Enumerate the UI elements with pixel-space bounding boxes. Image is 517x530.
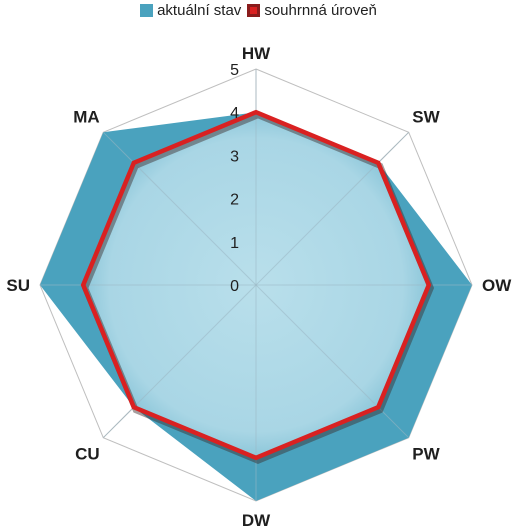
category-label: PW [412, 444, 440, 463]
category-labels: HW SW OW PW DW CU SU MA [6, 44, 512, 530]
category-label: HW [242, 44, 271, 63]
category-label: CU [75, 444, 100, 463]
series-line-souhrnna-uroven [80, 109, 432, 461]
legend-swatch-area [140, 4, 154, 17]
radial-tick-label: 3 [230, 148, 239, 165]
category-label: MA [73, 108, 99, 127]
grid-spoke-overlay [102, 131, 257, 286]
category-label: SW [412, 108, 440, 127]
radial-tick-label: 0 [230, 278, 239, 295]
category-label: SU [6, 276, 30, 295]
radial-tick-label: 2 [230, 192, 239, 209]
legend-item-souhrnna-uroven: souhrnná úroveň [247, 2, 377, 19]
radial-tick-label: 5 [230, 62, 239, 79]
radial-tick-labels: 0 1 2 3 4 5 [230, 62, 239, 295]
grid-spoke-overlay [102, 284, 257, 439]
legend-item-aktualni-stav: aktuální stav [140, 2, 241, 19]
radial-tick-label: 4 [230, 105, 239, 122]
category-label: OW [482, 276, 512, 295]
legend-label-aktualni-stav: aktuální stav [157, 2, 242, 19]
series-area-layer [40, 69, 472, 501]
legend-label-souhrnna-uroven: souhrnná úroveň [264, 2, 377, 19]
grid-spoke-overlay [255, 284, 410, 439]
legend-swatch-line [247, 4, 261, 17]
category-label: DW [242, 511, 271, 530]
radial-tick-label: 1 [230, 235, 239, 252]
chart-legend: aktuální stav souhrnná úroveň [0, 2, 517, 19]
series-line-layer [80, 109, 435, 465]
grid-spoke-overlay [255, 131, 410, 286]
